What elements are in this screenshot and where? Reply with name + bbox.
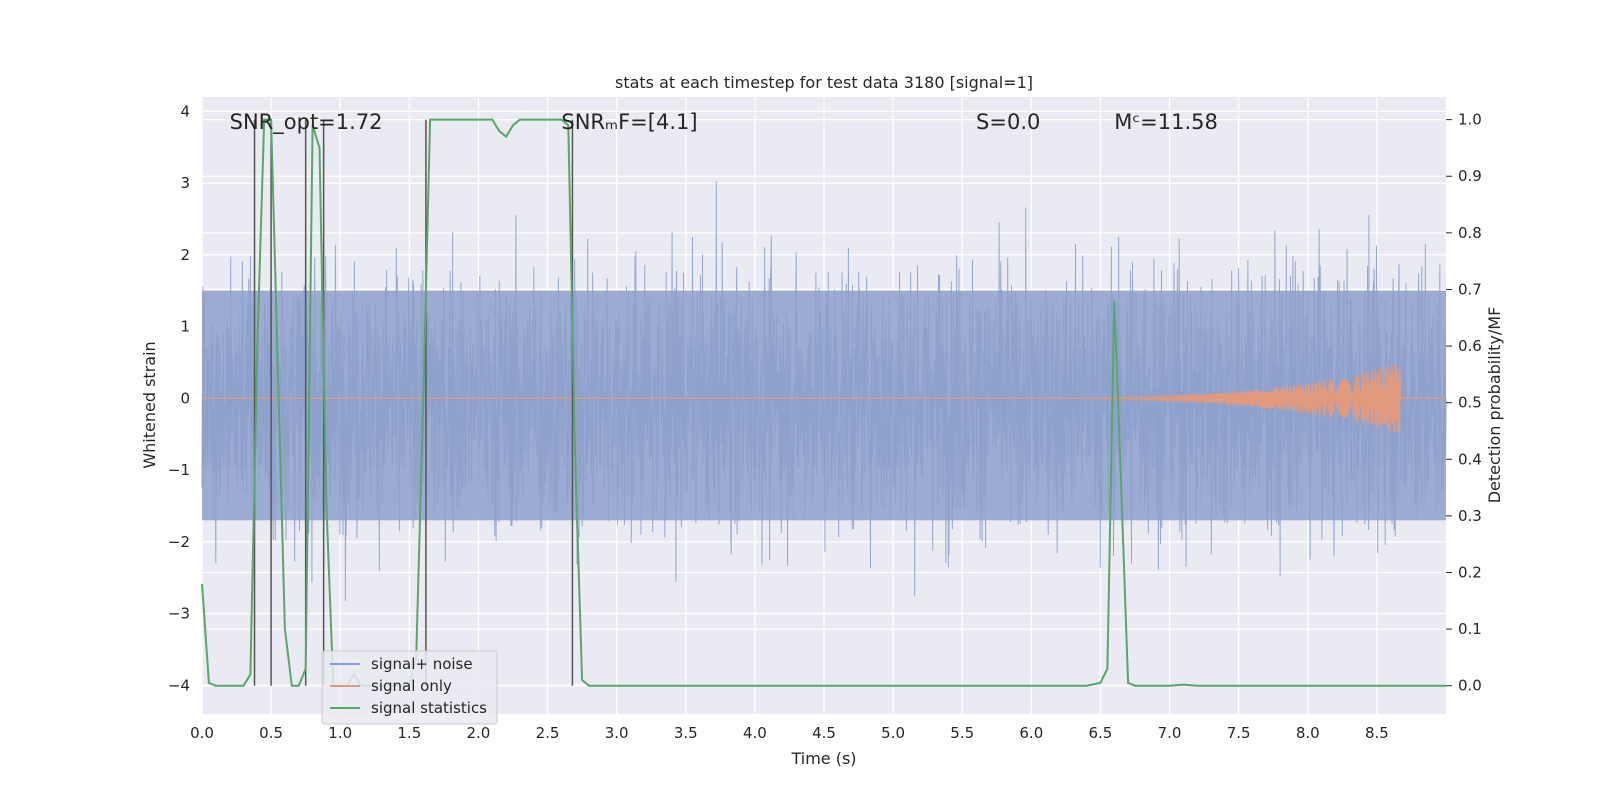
legend-label-signal-statistics: signal statistics	[371, 699, 487, 717]
y-right-tick-label-1: 0.1	[1458, 620, 1482, 638]
series-signal-only	[202, 363, 1446, 434]
y-right-tick-label-3: 0.3	[1458, 507, 1482, 525]
x-tick-label-9: 4.5	[812, 724, 836, 742]
y-right-tick-label-7: 0.7	[1458, 280, 1482, 298]
y-right-tick-label-6: 0.6	[1458, 337, 1482, 355]
x-tick-label-12: 6.0	[1019, 724, 1043, 742]
legend: signal+ noise signal only signal statist…	[321, 650, 498, 725]
annotations: SNR_opt=1.72 SNRₘF=[4.1] S=0.0 Mᶜ=11.58	[230, 110, 1218, 135]
x-axis-ticks: 0.0 0.5 1.0 1.5 2.0 2.5 3.0 3.5 4.0 4.5 5.0 5.5 6.0 6…	[190, 724, 1389, 742]
x-tick-label-15: 7.5	[1227, 724, 1251, 742]
series-signal-plus-noise	[201, 181, 1447, 602]
x-tick-label-3: 1.5	[397, 724, 421, 742]
y-axis-right-ticks: 0.0 0.1 0.2 0.3 0.4 0.5 0.6 0.7 0.8 0.9 1.0	[1446, 111, 1482, 695]
y-left-tick-label-0: −4	[168, 676, 190, 694]
y-left-tick-label-6: 2	[180, 246, 190, 264]
x-tick-label-11: 5.5	[950, 724, 974, 742]
y-left-tick-label-5: 1	[180, 318, 190, 336]
y-axis-left-label: Whitened strain	[140, 341, 159, 468]
series-signal-statistics	[201, 118, 1446, 687]
y-right-tick-label-0: 0.0	[1458, 677, 1482, 695]
stats-trace	[201, 118, 1446, 687]
y-left-tick-label-7: 3	[180, 174, 190, 192]
x-tick-label-5: 2.5	[536, 724, 560, 742]
x-tick-label-8: 4.0	[743, 724, 767, 742]
x-tick-label-6: 3.0	[605, 724, 629, 742]
x-axis-label: Time (s)	[790, 749, 856, 768]
x-tick-label-13: 6.5	[1089, 724, 1113, 742]
x-tick-label-4: 2.0	[467, 724, 491, 742]
legend-label-signal-plus-noise: signal+ noise	[371, 655, 473, 673]
x-tick-label-16: 8.0	[1296, 724, 1320, 742]
y-left-tick-label-8: 4	[180, 102, 190, 120]
y-right-tick-label-9: 0.9	[1458, 167, 1482, 185]
chart-title: stats at each timestep for test data 318…	[615, 73, 1033, 92]
x-tick-label-17: 8.5	[1365, 724, 1389, 742]
legend-label-signal-only: signal only	[371, 677, 452, 695]
y-right-tick-label-8: 0.8	[1458, 224, 1482, 242]
y-left-tick-label-3: −1	[168, 461, 190, 479]
x-tick-label-0: 0.0	[190, 724, 214, 742]
x-tick-label-1: 0.5	[259, 724, 283, 742]
y-right-tick-label-5: 0.5	[1458, 394, 1482, 412]
signal-trace	[202, 363, 1446, 434]
y-left-tick-label-4: 0	[180, 389, 190, 407]
noise-trace	[201, 181, 1447, 602]
annotation-snr-mf: SNRₘF=[4.1]	[561, 110, 697, 134]
annotation-s-value: S=0.0	[976, 110, 1040, 134]
legend-box	[321, 650, 498, 725]
y-right-tick-label-4: 0.4	[1458, 450, 1482, 468]
y-left-tick-label-2: −2	[168, 533, 190, 551]
annotation-mc-value: Mᶜ=11.58	[1114, 110, 1218, 134]
y-left-tick-label-1: −3	[168, 605, 190, 623]
x-tick-label-14: 7.0	[1158, 724, 1182, 742]
x-tick-label-2: 1.0	[328, 724, 352, 742]
y-axis-right-label: Detection probability/MF	[1485, 307, 1504, 504]
x-tick-label-7: 3.5	[674, 724, 698, 742]
annotation-snr-opt: SNR_opt=1.72	[230, 110, 383, 135]
y-right-tick-label-10: 1.0	[1458, 111, 1482, 129]
y-axis-left-ticks: −4 −3 −2 −1 0 1 2 3 4	[168, 102, 190, 694]
y-right-tick-label-2: 0.2	[1458, 563, 1482, 581]
x-tick-label-10: 5.0	[881, 724, 905, 742]
